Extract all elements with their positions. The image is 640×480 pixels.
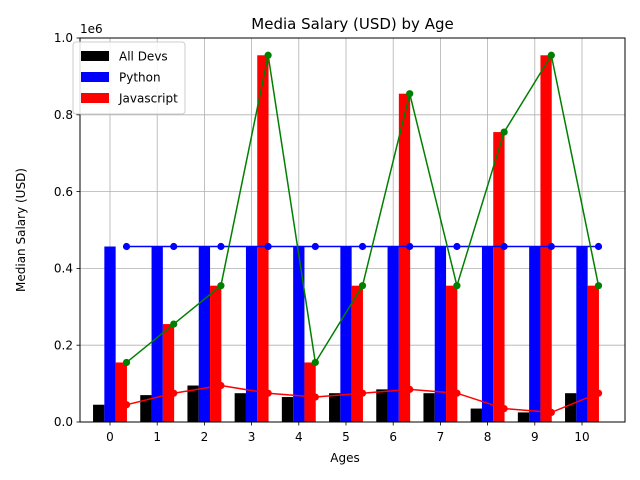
bar-python	[245, 246, 258, 422]
line-point-0	[594, 389, 603, 397]
legend-swatch	[81, 93, 109, 103]
line-point-2	[217, 282, 225, 290]
line-point-2	[264, 51, 272, 59]
line-point-1	[594, 242, 603, 251]
bar-python	[434, 246, 447, 422]
y-tick-label: 0.0	[54, 415, 73, 429]
y-tick-label: 0.4	[54, 262, 73, 276]
line-point-2	[594, 282, 603, 290]
line-point-0	[217, 381, 225, 390]
bar-all-devs	[517, 412, 530, 422]
legend-label: Python	[119, 71, 161, 85]
x-tick-label: 6	[389, 430, 397, 444]
line-point-2	[547, 51, 555, 59]
x-tick-label: 3	[248, 430, 256, 444]
bar-python	[198, 246, 211, 422]
line-point-2	[122, 358, 131, 367]
bar-all-devs	[187, 385, 199, 422]
line-point-1	[500, 242, 508, 251]
line-point-0	[311, 393, 319, 401]
line-point-1	[122, 242, 131, 251]
line-point-2	[500, 128, 508, 136]
bar-all-devs	[470, 408, 482, 422]
line-point-0	[406, 385, 414, 393]
bar-all-devs	[423, 393, 435, 422]
y-tick-label: 0.2	[54, 338, 73, 352]
line-point-2	[170, 320, 178, 328]
line-point-1	[264, 242, 272, 251]
line-point-1	[217, 242, 225, 251]
bar-javascript	[162, 324, 175, 422]
bar-python	[529, 246, 541, 422]
x-tick-label: 7	[437, 430, 445, 444]
legend-swatch	[81, 72, 109, 82]
bar-python	[576, 246, 588, 422]
x-axis-label: Ages	[330, 451, 359, 465]
line-point-1	[547, 242, 555, 251]
x-tick-label: 0	[106, 430, 114, 444]
bar-python	[387, 246, 399, 422]
legend: All Devs Python Javascript	[72, 41, 186, 115]
line-point-1	[311, 242, 319, 251]
legend-label: All Devs	[119, 50, 168, 64]
legend-label: Javascript	[118, 92, 178, 106]
y-tick-label: 1.0	[54, 31, 73, 45]
y-axis-offset-text: 1e6	[80, 22, 103, 36]
y-axis-label: Median Salary (USD)	[14, 168, 28, 292]
bar-all-devs	[281, 397, 294, 422]
bar-all-devs	[140, 395, 152, 422]
bar-javascript	[115, 362, 127, 422]
line-point-0	[500, 404, 508, 413]
bar-python	[104, 246, 116, 422]
x-tick-label: 9	[531, 430, 539, 444]
line-point-2	[358, 282, 367, 290]
axis-ticks: 0 1 2 3 4 5 6 7 8 9 10 0.0 0.2 0.4 0.6 0.8 1.0	[54, 31, 590, 444]
bar-javascript	[493, 132, 505, 422]
legend-swatch	[81, 51, 109, 61]
bar-javascript	[351, 285, 363, 422]
line-point-0	[264, 389, 272, 397]
bar-all-devs	[565, 393, 577, 422]
bar-all-devs	[376, 389, 388, 422]
line-point-0	[122, 401, 131, 409]
line-point-1	[453, 242, 461, 251]
bar-javascript	[257, 55, 269, 422]
line-point-2	[311, 358, 319, 367]
x-tick-label: 4	[295, 430, 303, 444]
line-point-1	[170, 242, 178, 251]
line-point-1	[358, 242, 367, 251]
x-tick-label: 1	[153, 430, 161, 444]
bar-javascript	[398, 93, 411, 423]
line-point-0	[547, 408, 555, 416]
chart-title: Media Salary (USD) by Age	[251, 15, 453, 33]
x-tick-label: 5	[342, 430, 350, 444]
line-point-1	[406, 242, 414, 251]
line-point-2	[453, 282, 461, 290]
line-point-2	[406, 90, 414, 98]
x-tick-label: 2	[201, 430, 209, 444]
bar-python	[293, 246, 305, 422]
bar-javascript	[446, 285, 458, 422]
bars	[93, 55, 599, 423]
y-tick-label: 0.6	[54, 185, 73, 199]
bar-javascript	[587, 285, 599, 422]
x-tick-label: 10	[574, 430, 589, 444]
bar-python	[481, 246, 494, 422]
bar-javascript	[210, 285, 222, 422]
bar-javascript	[540, 55, 552, 422]
bar-python	[340, 246, 352, 422]
line-point-0	[453, 389, 461, 397]
plot-frame	[79, 37, 626, 423]
line-point-0	[358, 389, 367, 397]
line-point-0	[170, 389, 178, 397]
y-tick-label: 0.8	[54, 108, 73, 122]
bar-all-devs	[234, 393, 246, 422]
lines	[122, 51, 603, 416]
bar-javascript	[304, 362, 316, 422]
bar-all-devs	[329, 393, 341, 422]
x-tick-label: 8	[484, 430, 492, 444]
bar-all-devs	[93, 404, 105, 422]
bar-python	[151, 246, 163, 422]
